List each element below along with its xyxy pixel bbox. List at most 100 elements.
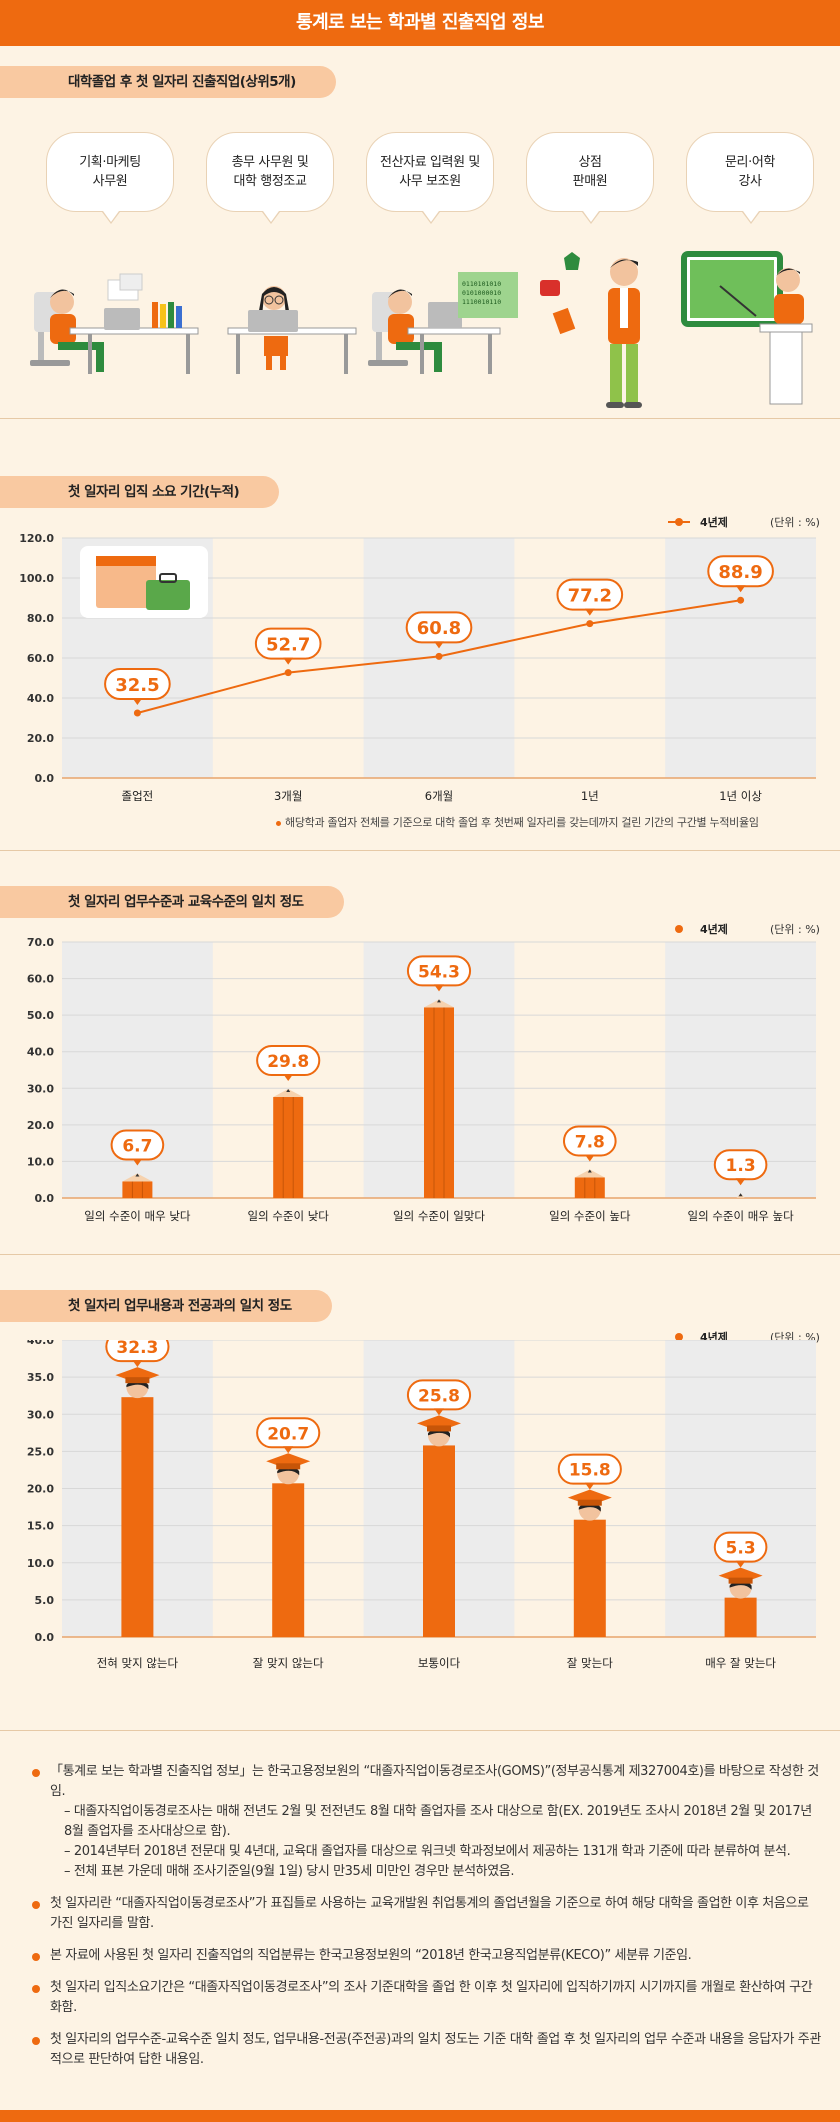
value-label-pointer xyxy=(434,1408,444,1416)
job-bubble-1: 기획·마케팅 사무원 xyxy=(46,132,174,224)
y-tick-label: 60.0 xyxy=(27,652,54,665)
binary-code-text: 0110101010 0101000010 1110010110 xyxy=(462,280,502,306)
value-label: 32.3 xyxy=(116,1340,158,1358)
section-title-work-major-match: 첫 일자리 업무내용과 전공과의 일치 정도 xyxy=(0,1290,332,1322)
x-tick-label: 일의 수준이 매우 낮다 xyxy=(84,1209,191,1223)
section-title-job-entry-period: 첫 일자리 입직 소요 기간(누적) xyxy=(0,476,280,508)
data-point xyxy=(737,596,745,604)
x-tick-label: 졸업전 xyxy=(122,789,154,803)
briefcase-shape xyxy=(146,580,190,610)
value-label-pointer xyxy=(132,1360,143,1368)
y-tick-label: 80.0 xyxy=(27,612,54,625)
bar-body xyxy=(724,1597,757,1637)
x-tick-label: 3개월 xyxy=(274,789,302,803)
y-tick-label: 100.0 xyxy=(19,572,54,585)
bottom-band xyxy=(0,2110,840,2122)
entry-period-chart: 0.0 20.0 40.0 60.0 80.0 100.0 120.0 졸업전 3개월 6개월 1년… xyxy=(0,520,840,830)
job-bubble-4: 상점 판매원 xyxy=(526,132,654,224)
job-bubble-2: 총무 사무원 및 대학 행정조교 xyxy=(206,132,334,224)
work-level-chart: 0.0 10.0 20.0 30.0 40.0 50.0 60.0 70.0 일의 수준이 매우… xyxy=(0,930,840,1240)
value-label: 7.8 xyxy=(575,1132,605,1152)
y-tick-label: 20.0 xyxy=(27,1483,54,1496)
bar-body xyxy=(423,1445,455,1637)
graduation-cap-band xyxy=(577,1499,602,1506)
y-tick-label: 40.0 xyxy=(27,1046,54,1059)
pencil-point xyxy=(738,1193,743,1197)
job-label: 전산자료 입력원 및 xyxy=(380,155,480,170)
graduation-cap xyxy=(417,1415,461,1432)
sales-worker-figure xyxy=(540,252,642,408)
bar xyxy=(115,1367,160,1637)
bar-body xyxy=(272,1483,305,1637)
x-tick-label: 매우 잘 맞는다 xyxy=(705,1656,776,1670)
y-tick-label: 5.0 xyxy=(35,1594,55,1607)
section-divider xyxy=(0,418,840,419)
value-label-pointer xyxy=(584,1154,595,1162)
value-label: 52.7 xyxy=(266,634,310,655)
y-tick-label: 0.0 xyxy=(35,1631,55,1644)
value-label-pointer xyxy=(132,698,143,705)
y-tick-label: 50.0 xyxy=(27,1009,54,1022)
value-label-pointer xyxy=(434,984,444,992)
note-bullet xyxy=(276,820,281,826)
line-chart: 0.0 20.0 40.0 60.0 80.0 100.0 120.0 졸업전 3개월 6개월 1년… xyxy=(19,532,816,803)
legend-label: 4년제 xyxy=(700,923,728,936)
job-bubble-5: 문리·어학 강사 xyxy=(686,132,814,224)
teacher-figure xyxy=(681,251,813,405)
calendar-header xyxy=(96,556,156,566)
footnote-item: 첫 일자리 입직소요기간은 “대졸자직업이동경로조사”의 조사 기준대학을 졸업… xyxy=(32,1978,822,2018)
section-divider xyxy=(0,1254,840,1255)
graduation-cap-band xyxy=(125,1377,150,1384)
x-tick-label: 전혀 맞지 않는다 xyxy=(97,1656,179,1670)
section-title-jobs: 대학졸업 후 첫 일자리 진출직업(상위5개) xyxy=(0,66,336,98)
marketing-worker-figure xyxy=(30,273,199,374)
bar-chart: 0.0 10.0 20.0 30.0 40.0 50.0 60.0 70.0 일의 수준이 매우… xyxy=(27,936,816,1223)
section-divider xyxy=(0,850,840,851)
value-label: 29.8 xyxy=(267,1052,309,1072)
value-label: 20.7 xyxy=(267,1424,309,1444)
note-text: 해당학과 졸업자 전체를 기준으로 대학 졸업 후 첫번째 일자리를 갖는데까지… xyxy=(285,816,759,829)
admin-worker-figure xyxy=(227,286,357,374)
value-label: 15.8 xyxy=(569,1461,611,1481)
unit-label: (단위 : %) xyxy=(770,516,820,529)
pencil-point xyxy=(587,1169,592,1173)
footnote-item: 본 자료에 사용된 첫 일자리 진출직업의 직업분류는 한국고용정보원의 “20… xyxy=(32,1946,822,1966)
x-tick-label: 1년 이상 xyxy=(719,789,762,803)
data-point xyxy=(133,709,141,717)
bar xyxy=(567,1489,612,1637)
pencil-tip xyxy=(273,1089,304,1098)
bar xyxy=(266,1453,311,1637)
footnote-subtext: – 대졸자직업이동경로조사는 매해 전년도 2월 및 전전년도 8월 대학 졸업… xyxy=(64,1804,812,1839)
graduation-cap xyxy=(567,1489,612,1506)
graduation-cap-band xyxy=(728,1577,753,1584)
x-tick-label: 1년 xyxy=(581,789,599,803)
y-tick-label: 60.0 xyxy=(27,973,54,986)
value-label-pointer xyxy=(283,1446,294,1454)
x-tick-label: 잘 맞지 않는다 xyxy=(253,1656,324,1670)
footnote-item: 첫 일자리란 “대졸자직업이동경로조사”가 표집틀로 사용하는 교육개발원 취업… xyxy=(32,1894,822,1934)
y-tick-label: 30.0 xyxy=(27,1082,54,1095)
value-label-pointer xyxy=(584,608,595,616)
bar-body xyxy=(121,1397,154,1637)
bar-chart: 0.0 5.0 10.0 15.0 20.0 25.0 30.0 35.0 40.0 전혀 맞지 … xyxy=(27,1340,816,1670)
bar-body xyxy=(424,1007,454,1198)
job-label: 사무원 xyxy=(92,174,128,189)
x-tick-label: 일의 수준이 낮다 xyxy=(248,1209,330,1223)
x-tick-label: 잘 맞는다 xyxy=(567,1656,613,1670)
bar xyxy=(122,1173,153,1198)
footnote-subtext: – 전체 표본 가운데 매해 조사기준일(9월 1일) 당시 만35세 미만인 … xyxy=(64,1864,515,1879)
value-label: 88.9 xyxy=(718,562,762,583)
y-tick-label: 10.0 xyxy=(27,1155,54,1168)
pencil-point xyxy=(437,999,441,1003)
bar xyxy=(424,999,454,1198)
pencil-tip xyxy=(574,1169,605,1178)
value-label-pointer xyxy=(735,585,746,593)
legend-dot xyxy=(675,1333,683,1341)
y-tick-label: 30.0 xyxy=(27,1408,54,1421)
value-label-pointer xyxy=(735,1560,746,1568)
section-title-work-education-level: 첫 일자리 업무수준과 교육수준의 일치 정도 xyxy=(0,886,344,918)
bar xyxy=(736,1193,745,1198)
y-tick-label: 0.0 xyxy=(35,772,55,785)
jobs-illustration xyxy=(30,251,813,408)
bar-body xyxy=(573,1519,606,1637)
